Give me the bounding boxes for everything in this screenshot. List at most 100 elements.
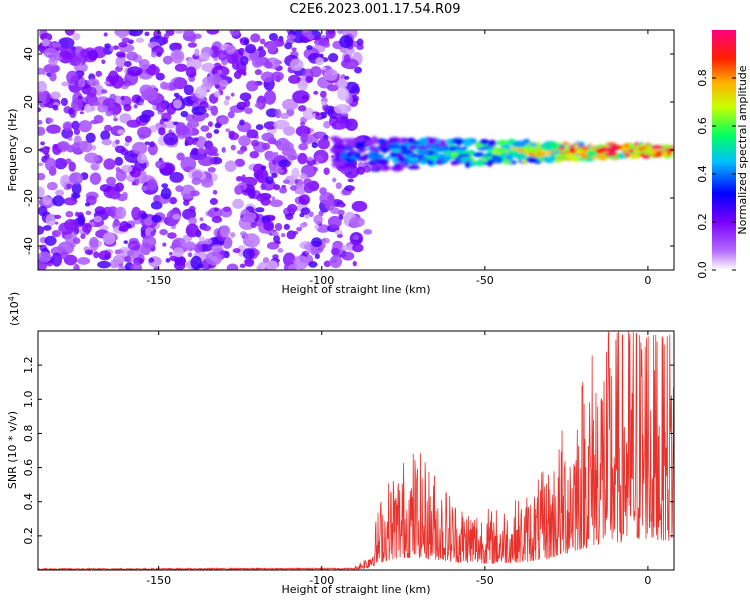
heatmap-cell bbox=[262, 257, 270, 264]
heatmap-cell bbox=[218, 116, 229, 125]
heatmap-cell bbox=[267, 40, 277, 54]
heatmap-cell bbox=[409, 154, 417, 158]
heatmap-cell bbox=[120, 95, 125, 101]
heatmap-cell bbox=[104, 124, 112, 132]
heatmap-cell bbox=[57, 141, 70, 151]
heatmap-cell bbox=[302, 107, 316, 120]
heatmap-cell bbox=[271, 71, 284, 82]
heatmap-cell bbox=[310, 246, 318, 256]
x-tick-label: -100 bbox=[309, 274, 334, 287]
heatmap-cell bbox=[299, 212, 305, 218]
heatmap-cell bbox=[43, 47, 59, 59]
heatmap-cell bbox=[232, 198, 245, 210]
heatmap-cell bbox=[334, 230, 343, 235]
heatmap-cell bbox=[354, 137, 365, 142]
heatmap-cell bbox=[347, 178, 354, 183]
heatmap-cell bbox=[255, 124, 264, 131]
heatmap-cell bbox=[331, 160, 339, 168]
heatmap-cell bbox=[202, 225, 212, 232]
heatmap-cell bbox=[190, 255, 202, 270]
heatmap-cell bbox=[82, 222, 92, 234]
heatmap-cell bbox=[271, 231, 279, 236]
heatmap-cell bbox=[148, 257, 155, 263]
heatmap-cell bbox=[65, 210, 74, 218]
heatmap-cell bbox=[407, 137, 416, 144]
heatmap-cell bbox=[72, 32, 81, 41]
heatmap-cell bbox=[228, 132, 240, 141]
heatmap-cell bbox=[211, 244, 223, 253]
heatmap-cell bbox=[145, 65, 160, 76]
heatmap-cell bbox=[399, 148, 413, 156]
heatmap-cell bbox=[224, 160, 237, 172]
heatmap-cell bbox=[77, 86, 82, 91]
heatmap-cell bbox=[175, 185, 184, 192]
heatmap-cell bbox=[529, 142, 539, 148]
snr-x-axis-label: Height of straight line (km) bbox=[281, 583, 430, 596]
heatmap-cell bbox=[99, 224, 109, 231]
heatmap-cell bbox=[174, 42, 182, 48]
heatmap-cell bbox=[549, 153, 556, 160]
heatmap-cell bbox=[650, 145, 664, 150]
heatmap-cell bbox=[313, 35, 320, 41]
heatmap-cell bbox=[390, 148, 402, 153]
heatmap-cell bbox=[313, 166, 318, 172]
heatmap-cell bbox=[270, 215, 276, 221]
heatmap-cell bbox=[174, 255, 186, 267]
heatmap-cell bbox=[49, 72, 57, 82]
heatmap-cell bbox=[366, 139, 374, 147]
heatmap-cell bbox=[280, 112, 290, 120]
heatmap-cell bbox=[144, 141, 151, 146]
heatmap-cell bbox=[292, 90, 310, 104]
heatmap-cell bbox=[239, 263, 246, 269]
heatmap-cell bbox=[139, 218, 144, 224]
heatmap-cell bbox=[191, 170, 203, 180]
heatmap-cell bbox=[63, 122, 72, 132]
heatmap-cell bbox=[155, 102, 167, 113]
heatmap-cell bbox=[472, 152, 486, 158]
heatmap-cell bbox=[316, 224, 330, 233]
heatmap-cell bbox=[89, 172, 102, 185]
heatmap-cell bbox=[234, 158, 246, 168]
heatmap-cell bbox=[354, 66, 362, 74]
heatmap-cell bbox=[77, 78, 86, 88]
heatmap-cell bbox=[113, 117, 119, 122]
heatmap-cell bbox=[57, 241, 75, 255]
colorbar-tick-label: 0.4 bbox=[696, 165, 709, 183]
heatmap-cell bbox=[351, 200, 368, 212]
heatmap-cell bbox=[71, 98, 83, 112]
heatmap-cell bbox=[38, 95, 47, 106]
heatmap-cell bbox=[226, 263, 239, 270]
heatmap-cell bbox=[141, 185, 148, 191]
heatmap-cell bbox=[38, 172, 46, 181]
heatmap-cell bbox=[278, 159, 291, 168]
heatmap-cell bbox=[303, 182, 314, 194]
heatmap-cell bbox=[80, 48, 90, 58]
heatmap-cell bbox=[117, 129, 125, 135]
heatmap-cell bbox=[495, 139, 509, 146]
heatmap-cell bbox=[288, 74, 301, 84]
heatmap-cell bbox=[336, 87, 350, 101]
heatmap-cell bbox=[305, 75, 314, 83]
heatmap-cell bbox=[323, 260, 331, 268]
heatmap-cell bbox=[44, 235, 57, 246]
heatmap-cell bbox=[385, 155, 393, 160]
heatmap-cell bbox=[259, 38, 266, 45]
heatmap-cell bbox=[294, 179, 299, 184]
heatmap-cell bbox=[93, 215, 103, 223]
heatmap-cell bbox=[159, 118, 165, 125]
heatmap-cell bbox=[124, 142, 130, 147]
heatmap-cell bbox=[40, 32, 53, 42]
heatmap-cell bbox=[50, 91, 61, 100]
heatmap-cell bbox=[238, 135, 251, 147]
heatmap-cell bbox=[206, 30, 220, 35]
colorbar-tick-label: 0.8 bbox=[696, 69, 709, 87]
heatmap-signal-band bbox=[329, 135, 674, 173]
heatmap-cell bbox=[207, 207, 223, 219]
heatmap-cell bbox=[87, 86, 97, 98]
heatmap-cell bbox=[121, 191, 128, 199]
heatmap-cell bbox=[93, 251, 100, 259]
heatmap-cell bbox=[341, 244, 349, 251]
heatmap-cell bbox=[354, 140, 366, 147]
heatmap-cell bbox=[83, 103, 92, 113]
heatmap-cell bbox=[358, 147, 366, 153]
